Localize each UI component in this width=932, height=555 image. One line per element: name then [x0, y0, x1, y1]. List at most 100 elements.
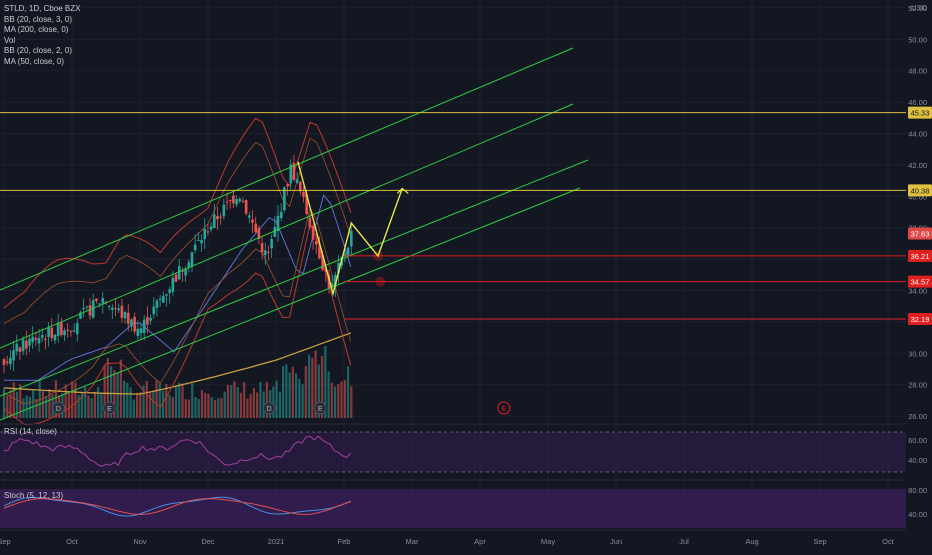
time-tick-label: Sep	[813, 537, 826, 546]
candle-body	[251, 219, 254, 223]
legend-indicator-bb-3[interactable]: BB (20, close, 3, 0)	[4, 14, 73, 24]
volume-bar	[168, 394, 171, 418]
candle-body	[232, 195, 235, 204]
volume-bar	[204, 392, 207, 418]
volume-bar	[220, 397, 223, 418]
volume-bar	[181, 383, 184, 418]
legend-indicator-ma-50[interactable]: MA (50, close, 0)	[4, 56, 65, 66]
rsi-label[interactable]: RSI (14, close)	[4, 427, 57, 436]
volume-bar	[93, 391, 96, 418]
volume-bar	[165, 384, 168, 418]
candle-body	[25, 340, 28, 349]
volume-bar	[246, 398, 249, 418]
candle-body	[197, 239, 200, 241]
candle-body	[37, 338, 41, 344]
candle-body	[44, 338, 47, 340]
candle-body	[72, 330, 76, 332]
stoch-tick-label: 40.00	[908, 510, 927, 519]
candle-body	[327, 275, 331, 289]
candle-body	[47, 327, 50, 337]
candle-body	[85, 306, 89, 308]
rsi-tick-label: 60.00	[908, 436, 927, 445]
event-marker-e: E	[313, 401, 327, 415]
price-tick-label: 26.00	[908, 412, 927, 421]
legend-indicator-ma-200[interactable]: MA (200, close, 0)	[4, 25, 69, 34]
price-tick-label: 44.00	[908, 129, 927, 138]
candle-body	[34, 338, 38, 340]
volume-bar	[239, 392, 243, 418]
candle-body	[98, 303, 101, 305]
stoch-tick-label: 80.00	[908, 486, 927, 495]
legend-symbol[interactable]: STLD, 1D, Cboe BZX	[4, 4, 81, 13]
candle-body	[311, 225, 315, 240]
volume-bar	[148, 392, 152, 418]
volume-bar	[90, 398, 93, 418]
volume-bar	[288, 372, 291, 418]
volume-bar	[327, 371, 330, 418]
volume-bar	[15, 391, 19, 418]
candle-body	[158, 298, 162, 300]
volume-bar	[187, 399, 191, 418]
candle-body	[155, 300, 159, 308]
event-circle	[102, 401, 116, 415]
rsi-tick-label: 40.00	[908, 456, 927, 465]
candle-body	[53, 334, 57, 341]
volume-bar	[346, 366, 350, 418]
candle-body	[146, 317, 149, 325]
candle-body	[28, 338, 31, 346]
volume-bar	[184, 399, 187, 418]
price-tick-label: 50.00	[908, 35, 927, 44]
price-tick-label: 48.00	[908, 67, 927, 76]
candle-body	[279, 211, 283, 219]
volume-bar	[158, 382, 161, 418]
volume-bar	[197, 398, 200, 418]
volume-bar	[122, 380, 126, 418]
event-label: E	[318, 406, 323, 413]
time-tick-label: Oct	[66, 537, 79, 546]
volume-bar	[87, 395, 90, 418]
candle-body	[203, 228, 207, 240]
candle-body	[117, 308, 120, 311]
candle-body	[9, 357, 12, 365]
candle-body	[181, 270, 184, 272]
volume-bar	[12, 382, 15, 418]
candle-body	[18, 347, 22, 352]
candle-body	[289, 164, 293, 184]
time-tick-label: Apr	[474, 537, 486, 546]
candle-body	[254, 223, 258, 232]
candle-body	[130, 319, 133, 327]
price-level-tag-label: 37.63	[911, 230, 930, 239]
volume-bar	[155, 380, 158, 418]
price-level-tag	[908, 249, 932, 262]
volume-bar	[2, 388, 6, 418]
volume-bar	[139, 392, 142, 418]
volume-bar	[259, 381, 262, 418]
legend-indicator-vol[interactable]: Vol	[4, 35, 16, 45]
event-circle	[497, 401, 511, 415]
price-axis-bg	[906, 0, 932, 550]
candle-body	[263, 250, 267, 256]
volume-bar	[210, 397, 213, 418]
volume-bar	[320, 356, 324, 418]
volume-bar	[298, 378, 301, 418]
candle-body	[12, 350, 15, 361]
stoch-label[interactable]: Stoch (5, 12, 13)	[4, 491, 64, 500]
candle-body	[349, 231, 353, 247]
candle-body	[222, 204, 226, 217]
volume-bar	[343, 380, 346, 418]
candle-body	[273, 227, 277, 237]
volume-bar	[116, 372, 119, 418]
candle-body	[337, 262, 340, 274]
legend-indicator-bb-2[interactable]: BB (20, close, 2, 0)	[4, 46, 73, 55]
volume-bar	[6, 395, 9, 418]
candle-body	[152, 306, 156, 315]
candle-body	[193, 244, 197, 251]
event-circle	[262, 401, 276, 415]
candle-body	[2, 359, 6, 365]
volume-bar	[41, 391, 45, 418]
candle-body	[40, 334, 44, 338]
price-level-tag	[908, 227, 932, 240]
candle-body	[114, 308, 117, 310]
